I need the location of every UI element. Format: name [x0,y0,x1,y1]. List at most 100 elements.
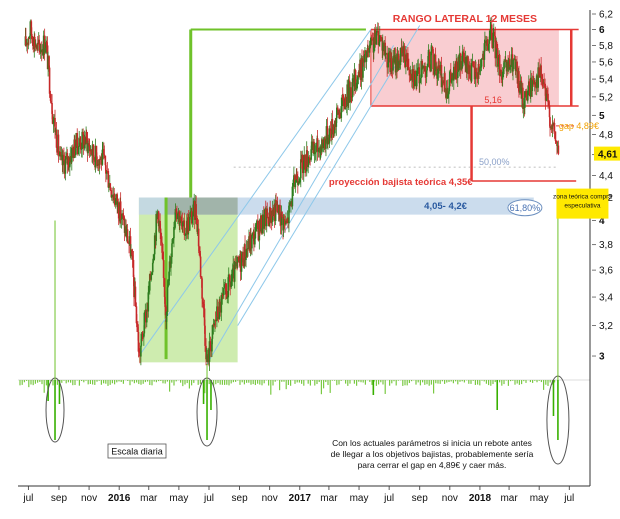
candle [137,327,139,333]
candle [284,220,286,225]
candle [256,220,258,225]
candle [189,213,192,217]
candle [451,73,454,79]
candle [325,139,327,149]
candle [267,218,270,227]
y-tick-label: 4,8 [599,130,613,141]
x-tick-label: 2018 [469,493,492,504]
candle [371,37,373,40]
candle [147,292,150,312]
candle [170,257,172,268]
candle [432,48,434,69]
candle [297,181,300,185]
candle [356,77,359,80]
candle [115,194,118,199]
candle [316,138,319,152]
candle [227,277,230,298]
candle [270,214,273,222]
candle [448,79,451,92]
candle [428,51,431,68]
candle [174,209,177,221]
candle [337,109,340,115]
candle [225,291,228,299]
candle [331,119,334,135]
candle [265,208,268,227]
candle [156,211,159,216]
candle [211,338,213,352]
candle [186,220,189,235]
candle [417,67,420,69]
candle [114,198,117,205]
candle [236,257,239,263]
candle [56,147,58,153]
candle [263,214,266,229]
candle [489,28,492,40]
candle [218,301,221,319]
candle [522,87,524,109]
candle [113,194,116,201]
candle [551,123,554,130]
candle [495,41,498,49]
candle [482,53,485,60]
candle [429,67,431,72]
candle [326,126,329,145]
candle [157,211,160,227]
candle [519,91,521,93]
candle [276,204,279,212]
candle [304,155,307,170]
candle [378,42,381,46]
x-tick-label: sep [412,493,429,504]
candle [369,44,372,47]
candle [439,65,442,71]
candle [188,216,191,231]
candle [162,252,164,261]
candle [448,91,450,95]
candle [430,51,432,72]
candle [436,66,438,79]
candle [469,65,471,79]
candle [431,46,434,49]
candle [122,216,125,219]
candle [35,46,38,49]
candle [173,226,175,239]
candle [547,102,550,106]
candle [123,218,126,233]
candle [362,58,364,78]
candle [287,217,289,224]
candle [43,35,46,53]
candle [143,312,146,334]
candle [109,183,112,191]
x-tick-label: mar [320,493,338,504]
candle [103,149,105,155]
x-tick-label: may [350,493,369,504]
candle [494,35,497,59]
candle [427,51,430,57]
candle [525,90,528,98]
candle [398,61,400,70]
candle [435,66,437,72]
candle [195,204,197,218]
candle [75,133,78,149]
candle [362,58,365,63]
candle [341,95,344,99]
candle [336,107,338,118]
candle [521,87,523,99]
candle [366,48,369,57]
candle [492,32,495,33]
candle [501,71,504,80]
candle [408,69,411,76]
candle [242,251,244,266]
candle [306,150,309,167]
candle [125,229,128,237]
candle [241,251,243,259]
candle [199,256,202,277]
candle [350,96,353,98]
candle [102,149,104,150]
candle [45,42,48,46]
x-tick-label: nov [262,493,278,504]
candle [478,64,480,72]
y-tick-label: 3,4 [599,293,613,304]
candle [411,69,414,81]
candle [427,56,429,67]
y-tick-label: 5,6 [599,57,613,68]
